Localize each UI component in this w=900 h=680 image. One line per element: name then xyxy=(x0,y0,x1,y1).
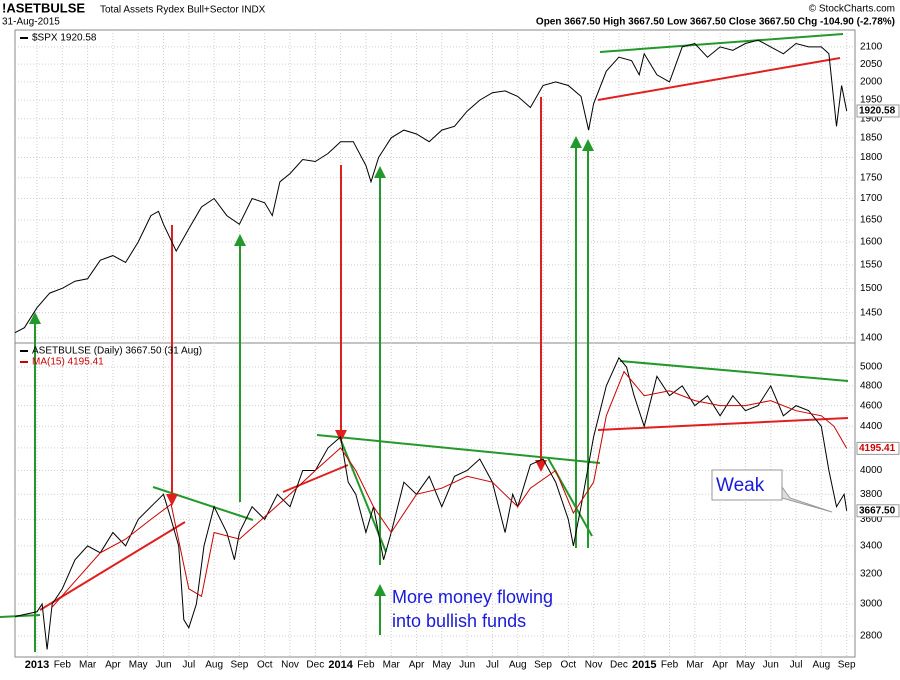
x-tick-label: Dec xyxy=(306,660,324,671)
x-tick-label: Jul xyxy=(182,660,195,671)
trend-lines xyxy=(0,33,849,618)
y-tick-label: 3600 xyxy=(860,514,883,525)
annotation: More money flowing xyxy=(392,587,553,607)
y-tick-label: 1400 xyxy=(860,332,883,343)
x-tick-label: Jul xyxy=(486,660,499,671)
last-value-label: 1920.58 xyxy=(859,106,896,117)
callout-pointer xyxy=(781,485,833,513)
y-tick-label: 3200 xyxy=(860,569,883,580)
y-tick-label: 1450 xyxy=(860,307,883,318)
x-tick-label: Nov xyxy=(281,660,299,671)
x-tick-label: Sep xyxy=(231,660,249,671)
y-tick-label: 2800 xyxy=(860,631,883,642)
credit: © StockCharts.com xyxy=(809,4,895,15)
x-tick-label: Feb xyxy=(357,660,375,671)
x-tick-label: Mar xyxy=(79,660,97,671)
trend-line xyxy=(599,33,844,53)
x-tick-label: 2015 xyxy=(632,659,656,671)
series-line xyxy=(14,39,848,334)
x-tick-label: 2013 xyxy=(25,659,49,671)
x-tick-label: 2014 xyxy=(328,659,353,671)
x-tick-label: Jun xyxy=(155,660,171,671)
description: Total Assets Rydex Bull+Sector INDX xyxy=(100,5,266,16)
y-tick-label: 3800 xyxy=(860,489,883,500)
legend-label: $SPX 1920.58 xyxy=(32,33,97,44)
y-tick-label: 3000 xyxy=(860,599,883,610)
x-tick-label: Mar xyxy=(383,660,401,671)
x-tick-label: Dec xyxy=(610,660,628,671)
x-tick-label: May xyxy=(129,660,148,671)
y-tick-label: 1700 xyxy=(860,193,883,204)
y-tick-label: 1800 xyxy=(860,152,883,163)
annotation: into bullish funds xyxy=(392,611,526,631)
y-tick-label: 1850 xyxy=(860,132,883,143)
trend-line xyxy=(619,360,849,382)
y-tick-label: 1750 xyxy=(860,172,883,183)
y-tick-label: 1600 xyxy=(860,237,883,248)
x-tick-label: Apr xyxy=(712,660,728,671)
x-tick-label: Sep xyxy=(838,660,856,671)
x-tick-label: May xyxy=(432,660,451,671)
y-tick-label: 1500 xyxy=(860,283,883,294)
x-tick-label: Aug xyxy=(509,660,527,671)
trend-line xyxy=(39,521,186,611)
last-value-label: 3667.50 xyxy=(859,505,896,516)
y-tick-label: 1650 xyxy=(860,215,883,226)
x-tick-label: Nov xyxy=(585,660,603,671)
series-group: $SPX 1920.58 1920.58 xyxy=(14,33,900,334)
y-tick-label: 4600 xyxy=(860,400,883,411)
x-tick-label: Mar xyxy=(686,660,704,671)
y-tick-label: 2000 xyxy=(860,77,883,88)
last-value-label: 4195.41 xyxy=(859,443,896,454)
x-tick-label: Oct xyxy=(561,660,577,671)
x-tick-label: Feb xyxy=(54,660,72,671)
y-tick-label: 5000 xyxy=(860,362,883,373)
legend-label: ASETBULSE (Daily) 3667.50 (31 Aug) xyxy=(32,346,202,357)
trend-line xyxy=(597,57,841,101)
x-tick-label: Jul xyxy=(790,660,803,671)
y-tick-label: 4000 xyxy=(860,465,883,476)
series-line xyxy=(51,370,848,608)
x-tick-label: Aug xyxy=(205,660,223,671)
x-tick-label: Apr xyxy=(409,660,425,671)
quote: Open 3667.50 High 3667.50 Low 3667.50 Cl… xyxy=(536,17,895,28)
last-value-box xyxy=(856,504,900,518)
x-tick-label: Sep xyxy=(534,660,552,671)
y-tick-label: 4800 xyxy=(860,381,883,392)
x-tick-label: Feb xyxy=(661,660,679,671)
y-tick-label: 1950 xyxy=(860,95,883,106)
x-tick-label: Oct xyxy=(257,660,273,671)
date: 31-Aug-2015 xyxy=(2,17,60,28)
arrows xyxy=(29,97,594,652)
x-tick-label: May xyxy=(736,660,755,671)
y-tick-label: 1900 xyxy=(860,113,883,124)
trend-line xyxy=(597,417,849,431)
last-value-box xyxy=(856,441,900,455)
symbol: !ASETBULSE xyxy=(2,0,85,15)
x-tick-label: Aug xyxy=(812,660,830,671)
x-tick-label: Jun xyxy=(763,660,779,671)
y-tick-label: 4400 xyxy=(860,421,883,432)
legend-label: MA(15) 4195.41 xyxy=(32,357,104,368)
trend-line xyxy=(152,486,254,521)
trend-line xyxy=(0,614,41,618)
y-tick-label: 2100 xyxy=(860,42,883,53)
trend-line xyxy=(316,434,601,464)
last-value-box xyxy=(856,104,900,118)
x-tick-label: Jun xyxy=(459,660,475,671)
y-tick-label: 2050 xyxy=(860,59,883,70)
annotation: Weak xyxy=(716,475,765,496)
y-tick-label: 3400 xyxy=(860,541,883,552)
series-group: ASETBULSE (Daily) 3667.50 (31 Aug) 3667.5… xyxy=(14,346,900,650)
trend-line xyxy=(282,464,349,493)
x-tick-label: Apr xyxy=(105,660,121,671)
y-tick-label: 1550 xyxy=(860,259,883,270)
callout-box xyxy=(711,469,783,501)
